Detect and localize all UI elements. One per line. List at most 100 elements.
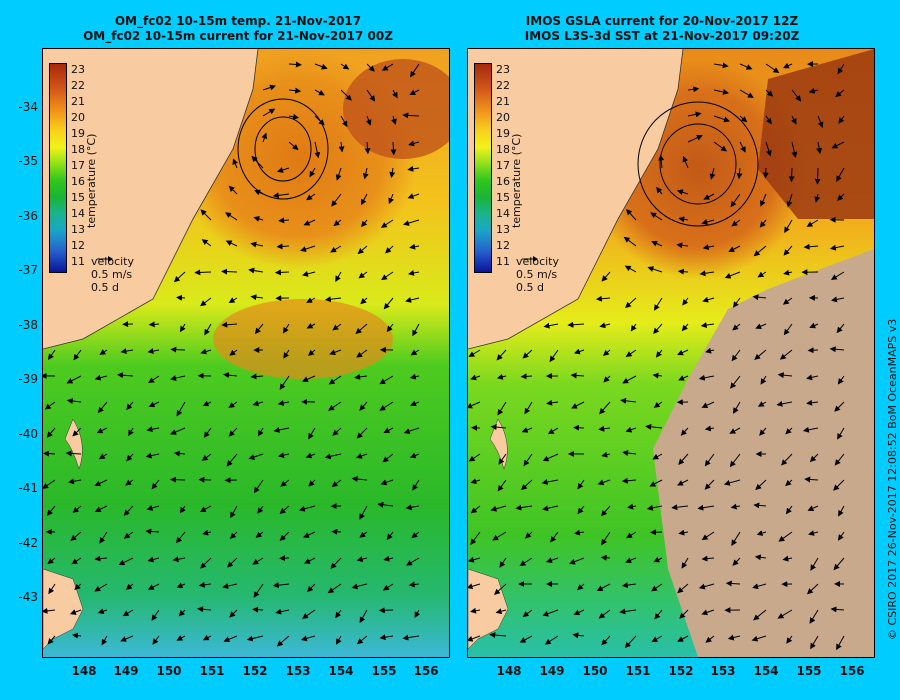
current-arrow bbox=[497, 401, 507, 416]
current-arrow bbox=[490, 424, 507, 431]
current-arrow bbox=[785, 427, 793, 435]
current-arrow bbox=[654, 609, 663, 620]
current-arrow bbox=[204, 323, 212, 336]
current-arrow bbox=[357, 245, 368, 255]
current-arrow bbox=[381, 271, 394, 281]
current-arrow bbox=[405, 504, 420, 511]
current-arrow bbox=[655, 349, 663, 358]
current-arrow bbox=[330, 245, 342, 253]
current-arrow bbox=[201, 453, 212, 462]
current-arrow bbox=[409, 373, 420, 380]
lon-label: 156 bbox=[839, 664, 865, 678]
current-arrow bbox=[731, 531, 741, 546]
current-arrow bbox=[809, 322, 819, 329]
current-arrow bbox=[543, 322, 559, 329]
current-arrow bbox=[732, 323, 741, 331]
current-arrow bbox=[117, 372, 134, 379]
current-arrow bbox=[698, 374, 715, 381]
current-arrow bbox=[257, 505, 264, 514]
velocity-arrow-icon bbox=[97, 256, 113, 262]
current-arrow bbox=[360, 193, 368, 206]
current-arrow bbox=[226, 557, 238, 568]
model-temperature-map[interactable]: 23 22 21 20 19 18 17 16 15 14 13 12 11 t… bbox=[42, 48, 450, 658]
current-arrow bbox=[725, 580, 741, 587]
current-arrow bbox=[765, 115, 772, 125]
current-arrow bbox=[524, 401, 533, 415]
current-arrow bbox=[327, 583, 342, 594]
current-arrow bbox=[650, 212, 663, 221]
current-arrow bbox=[65, 450, 82, 457]
current-arrow bbox=[200, 209, 212, 221]
current-arrow bbox=[651, 635, 663, 643]
current-arrow bbox=[125, 583, 134, 590]
current-arrow bbox=[407, 193, 420, 199]
current-arrow bbox=[340, 115, 348, 128]
credit-text: © CSIRO 2017 26-Nov-2017 12:08:52 BoM Oc… bbox=[886, 318, 899, 640]
current-arrow bbox=[786, 193, 793, 208]
current-arrow bbox=[176, 582, 186, 589]
current-arrow bbox=[301, 375, 316, 382]
current-arrow bbox=[601, 531, 611, 546]
current-arrow bbox=[541, 479, 559, 485]
satellite-sst-map[interactable]: 23 22 21 20 19 18 17 16 15 14 13 12 11 t… bbox=[467, 48, 875, 658]
current-arrow bbox=[806, 219, 819, 227]
current-arrow bbox=[288, 61, 302, 68]
current-arrow bbox=[405, 297, 420, 303]
current-arrow bbox=[783, 323, 793, 336]
current-arrow bbox=[625, 426, 637, 433]
current-arrow bbox=[172, 556, 186, 563]
colorbar-label: 22 bbox=[496, 79, 510, 92]
current-arrow bbox=[650, 529, 663, 536]
current-arrow bbox=[402, 112, 420, 119]
lat-label: -34 bbox=[18, 100, 38, 114]
current-arrow bbox=[736, 167, 743, 180]
lon-label: 152 bbox=[668, 664, 694, 678]
current-arrow bbox=[751, 635, 767, 642]
current-arrow bbox=[223, 635, 238, 643]
current-arrow bbox=[386, 323, 394, 333]
current-arrow bbox=[621, 582, 637, 589]
current-arrow bbox=[730, 375, 741, 389]
current-arrow bbox=[601, 635, 611, 646]
current-arrow bbox=[173, 271, 186, 283]
lat-label: -39 bbox=[18, 372, 38, 386]
current-arrow bbox=[808, 87, 819, 94]
current-arrow bbox=[221, 321, 238, 328]
current-arrow bbox=[829, 346, 845, 353]
current-arrow bbox=[699, 270, 715, 277]
current-arrow bbox=[804, 476, 819, 483]
current-arrow bbox=[782, 555, 793, 562]
current-arrow bbox=[729, 427, 741, 434]
current-arrow bbox=[338, 141, 345, 153]
current-arrow bbox=[68, 478, 82, 485]
current-arrow bbox=[403, 219, 420, 226]
current-arrow bbox=[808, 530, 819, 536]
current-arrow bbox=[43, 479, 56, 489]
colorbar-label: 18 bbox=[71, 143, 85, 156]
current-arrow bbox=[306, 583, 316, 593]
current-arrow bbox=[709, 167, 716, 180]
current-arrow bbox=[288, 141, 299, 151]
current-arrow bbox=[677, 583, 689, 594]
current-arrow bbox=[379, 634, 394, 641]
current-arrow bbox=[74, 583, 82, 590]
current-arrow bbox=[147, 556, 160, 563]
current-arrow bbox=[653, 323, 663, 335]
current-arrow bbox=[809, 453, 819, 463]
current-arrow bbox=[630, 323, 637, 332]
current-arrow bbox=[687, 86, 700, 93]
current-arrow bbox=[148, 321, 160, 328]
velocity-duration: 0.5 d bbox=[516, 281, 544, 294]
current-arrow bbox=[309, 167, 316, 178]
current-arrow bbox=[682, 155, 689, 169]
left-title-line2: OM_fc02 10-15m current for 21-Nov-2017 0… bbox=[83, 29, 393, 43]
right-title-line1: IMOS GSLA current for 20-Nov-2017 12Z bbox=[525, 14, 799, 28]
current-arrow bbox=[652, 453, 663, 460]
current-arrow bbox=[351, 583, 368, 590]
current-arrow bbox=[739, 63, 753, 70]
current-arrow bbox=[332, 427, 342, 436]
current-arrow bbox=[573, 348, 585, 355]
current-arrow bbox=[308, 479, 316, 487]
current-arrow bbox=[598, 609, 611, 619]
current-arrow bbox=[739, 141, 746, 153]
